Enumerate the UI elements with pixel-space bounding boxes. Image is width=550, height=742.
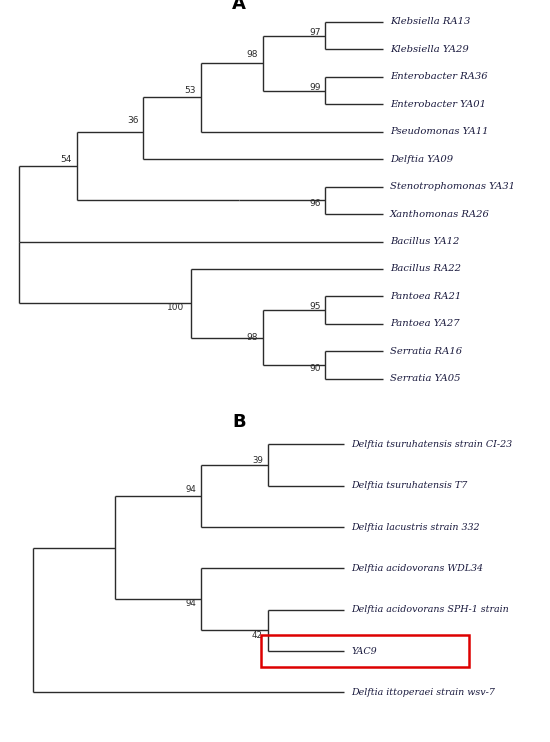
Text: Klebsiella RA13: Klebsiella RA13 [390,18,470,27]
Text: 53: 53 [185,86,196,95]
Text: Delftia acidovorans SPH-1 strain: Delftia acidovorans SPH-1 strain [351,605,509,614]
Text: Klebsiella YA29: Klebsiella YA29 [390,45,469,54]
Text: Pantoea YA27: Pantoea YA27 [390,319,459,329]
Text: Delftia tsuruhatensis strain CI-23: Delftia tsuruhatensis strain CI-23 [351,440,513,449]
Text: 94: 94 [185,599,196,608]
Text: Pantoea RA21: Pantoea RA21 [390,292,461,301]
Text: Delftia ittoperaei strain wsv-7: Delftia ittoperaei strain wsv-7 [351,688,496,697]
Text: Xanthomonas RA26: Xanthomonas RA26 [390,209,490,219]
Text: Delftia lacustris strain 332: Delftia lacustris strain 332 [351,522,480,531]
Text: 99: 99 [309,83,321,92]
Text: Delftia acidovorans WDL34: Delftia acidovorans WDL34 [351,564,483,573]
Text: 36: 36 [127,116,139,125]
Text: Serratia YA05: Serratia YA05 [390,374,460,383]
Text: 39: 39 [252,456,263,464]
Text: Serratia RA16: Serratia RA16 [390,347,462,355]
Text: 90: 90 [309,364,321,372]
Text: Stenotrophomonas YA31: Stenotrophomonas YA31 [390,182,515,191]
Text: 96: 96 [309,199,321,209]
Text: 98: 98 [247,333,258,342]
Text: B: B [232,413,246,430]
Text: Enterobacter YA01: Enterobacter YA01 [390,99,486,109]
Text: 98: 98 [247,50,258,59]
Text: 54: 54 [60,154,72,164]
Text: Bacillus RA22: Bacillus RA22 [390,264,461,274]
Text: Pseudomonas YA11: Pseudomonas YA11 [390,127,488,137]
Text: Bacillus YA12: Bacillus YA12 [390,237,459,246]
Text: Delftia YA09: Delftia YA09 [390,154,453,164]
Text: YAC9: YAC9 [351,646,377,656]
Text: 97: 97 [309,28,321,37]
Text: 94: 94 [185,485,196,494]
Text: 100: 100 [167,303,184,312]
Text: 42: 42 [252,631,263,640]
Text: 95: 95 [309,302,321,312]
Text: Enterobacter RA36: Enterobacter RA36 [390,72,487,82]
Text: A: A [232,0,246,13]
Text: Delftia tsuruhatensis T7: Delftia tsuruhatensis T7 [351,482,468,490]
